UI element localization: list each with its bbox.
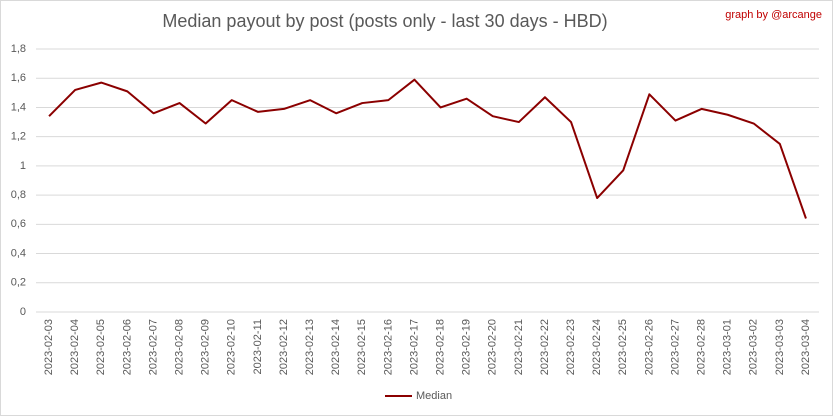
x-tick-label: 2023-02-26	[643, 319, 655, 375]
x-tick-label: 2023-02-23	[565, 319, 577, 375]
y-tick-label: 0,2	[11, 277, 26, 289]
annotation: graph by @arcange	[725, 9, 822, 21]
x-tick-label: 2023-02-27	[669, 319, 681, 375]
x-tick-label: 2023-02-04	[69, 319, 81, 375]
x-tick-label: 2023-02-12	[278, 319, 290, 375]
x-tick-label: 2023-02-18	[434, 319, 446, 375]
y-tick-label: 0	[20, 306, 26, 318]
y-tick-label: 1,6	[11, 72, 26, 84]
x-tick-label: 2023-02-15	[356, 319, 368, 375]
x-tick-label: 2023-02-17	[408, 319, 420, 375]
x-tick-label: 2023-02-21	[513, 319, 525, 375]
y-tick-label: 1	[20, 160, 26, 172]
x-tick-label: 2023-02-06	[121, 319, 133, 375]
x-tick-label: 2023-02-03	[43, 319, 55, 375]
x-tick-label: 2023-02-10	[226, 319, 238, 375]
x-tick-label: 2023-03-03	[774, 319, 786, 375]
x-tick-label: 2023-02-11	[252, 319, 264, 374]
y-tick-label: 0,8	[11, 189, 26, 201]
y-tick-label: 0,4	[11, 247, 26, 259]
chart-title: Median payout by post (posts only - last…	[162, 11, 607, 31]
legend-label: Median	[416, 390, 452, 402]
y-tick-label: 1,8	[11, 43, 26, 55]
x-tick-label: 2023-02-07	[147, 319, 159, 375]
x-tick-label: 2023-02-20	[487, 319, 499, 375]
x-tick-label: 2023-02-08	[173, 319, 185, 375]
y-tick-label: 1,4	[11, 101, 26, 113]
x-tick-label: 2023-02-16	[382, 319, 394, 375]
x-tick-label: 2023-02-25	[617, 319, 629, 375]
x-tick-label: 2023-02-09	[200, 319, 212, 375]
line-series	[48, 78, 807, 219]
x-tick-label: 2023-02-19	[461, 319, 473, 375]
x-tick-label: 2023-03-04	[800, 319, 812, 375]
x-tick-label: 2023-02-14	[330, 319, 342, 375]
x-tick-label: 2023-02-05	[95, 319, 107, 375]
x-tick-label: 2023-02-28	[695, 319, 707, 375]
y-tick-label: 0,6	[11, 218, 26, 230]
x-tick-label: 2023-03-02	[748, 319, 760, 375]
x-tick-label: 2023-03-01	[722, 319, 734, 375]
x-tick-label: 2023-02-22	[539, 319, 551, 375]
x-tick-label: 2023-02-13	[304, 319, 316, 375]
x-tick-label: 2023-02-24	[591, 319, 603, 375]
y-tick-label: 1,2	[11, 131, 26, 143]
